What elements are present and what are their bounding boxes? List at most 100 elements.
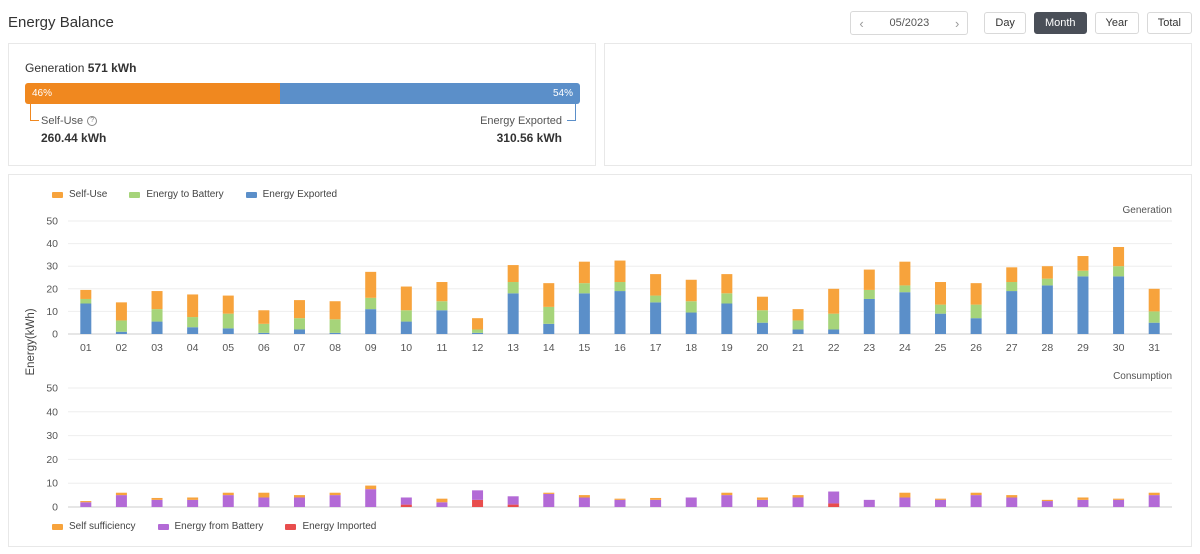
consumption-y-tick-label: 20 — [46, 454, 58, 466]
legend-item-energy-to-battery[interactable]: Energy to Battery — [129, 189, 224, 200]
consumption-legend: Self sufficiency Energy from Battery Ene… — [52, 521, 398, 532]
consumption-bar-segment — [792, 495, 804, 498]
consumption-bar-segment — [1113, 498, 1125, 500]
generation-x-tick-label: 11 — [436, 342, 447, 354]
consumption-bar-segment — [970, 492, 982, 496]
self-use-percent: 46% — [32, 88, 53, 99]
consumption-bar-segment — [828, 503, 840, 507]
generation-bar-segment — [472, 329, 484, 333]
generation-bar-segment — [258, 310, 270, 324]
consumption-bar-segment — [1006, 497, 1018, 507]
legend-item-energy-imported[interactable]: Energy Imported — [285, 521, 376, 532]
consumption-bar-segment — [472, 490, 484, 500]
generation-x-tick-label: 27 — [1006, 342, 1018, 354]
generation-bar-segment — [80, 298, 92, 304]
consumption-bar-segment — [222, 492, 234, 496]
generation-bar-segment — [578, 293, 590, 334]
generation-bar-segment — [863, 289, 875, 299]
generation-bar-segment — [151, 291, 163, 310]
consumption-bar-segment — [258, 497, 270, 507]
generation-bar-segment — [578, 283, 590, 294]
legend-item-energy-from-battery[interactable]: Energy from Battery — [157, 521, 263, 532]
consumption-y-tick-label: 40 — [46, 406, 58, 418]
help-icon[interactable]: ? — [87, 116, 98, 126]
legend-label: Self-Use — [69, 189, 108, 200]
y-axis-label: Energy(kWh) — [25, 308, 37, 375]
generation-bar-segment — [578, 261, 590, 284]
consumption-y-tick-label: 30 — [46, 430, 58, 442]
legend-item-energy-exported[interactable]: Energy Exported — [245, 189, 337, 200]
total-button[interactable]: Total — [1146, 12, 1192, 34]
generation-bar-segment — [899, 292, 911, 334]
chevron-right-icon[interactable]: › — [955, 15, 960, 31]
consumption-bar-segment — [863, 499, 875, 507]
generation-y-tick-label: 50 — [46, 216, 58, 228]
generation-bar-segment — [721, 303, 733, 334]
consumption-bar-segment — [899, 492, 911, 498]
generation-bar-segment — [222, 313, 234, 329]
generation-x-tick-label: 31 — [1148, 342, 1160, 354]
consumption-bar-segment — [507, 496, 519, 505]
generation-bar-segment — [756, 310, 768, 323]
generation-x-tick-label: 04 — [187, 342, 199, 354]
consumption-bar-segment — [1041, 499, 1053, 502]
consumption-bar-segment — [365, 489, 377, 507]
legend-item-self-use[interactable]: Self-Use — [52, 189, 107, 200]
self-use-label: Self-Use ? — [41, 115, 98, 127]
consumption-bar-segment — [436, 498, 448, 503]
generation-bar-segment — [400, 310, 412, 322]
generation-y-tick-label: 20 — [46, 283, 58, 295]
generation-x-tick-label: 13 — [507, 342, 519, 354]
generation-bar-segment — [222, 328, 234, 334]
generation-bar-segment — [436, 282, 448, 302]
generation-x-tick-label: 08 — [329, 342, 341, 354]
generation-bar-segment — [115, 302, 127, 321]
generation-bar-segment — [151, 309, 163, 322]
consumption-bar-segment — [721, 495, 733, 507]
consumption-bar-segment — [80, 502, 92, 507]
generation-bar-segment — [365, 309, 377, 334]
generation-bar-segment — [543, 283, 555, 307]
year-button[interactable]: Year — [1094, 12, 1139, 34]
generation-x-tick-label: 20 — [757, 342, 769, 354]
month-button[interactable]: Month — [1033, 12, 1087, 34]
consumption-bar-segment — [1113, 499, 1125, 507]
generation-x-tick-label: 02 — [116, 342, 128, 354]
consumption-bar-segment — [258, 492, 270, 498]
exported-label: Energy Exported — [480, 115, 562, 127]
generation-x-tick-label: 25 — [935, 342, 947, 354]
consumption-bar-segment — [1148, 495, 1160, 507]
consumption-bar-segment — [650, 499, 662, 507]
generation-x-tick-label: 29 — [1077, 342, 1089, 354]
generation-bar-segment — [1041, 266, 1053, 279]
generation-x-tick-label: 30 — [1113, 342, 1125, 354]
generation-label: Generation — [25, 61, 85, 75]
generation-bar-segment — [1077, 270, 1089, 277]
generation-summary-card: Generation 571 kWh 46% 54% Self-Use ? 26… — [8, 43, 596, 166]
chevron-left-icon[interactable]: ‹ — [859, 15, 864, 31]
month-picker[interactable]: ‹ 05/2023 › — [850, 11, 969, 35]
generation-bar-segment — [222, 295, 234, 314]
consumption-bar-segment — [935, 498, 947, 500]
page-title: Energy Balance — [8, 14, 114, 31]
consumption-y-tick-label: 50 — [46, 383, 58, 395]
generation-bar-segment — [1077, 276, 1089, 334]
consumption-bar-segment — [578, 495, 590, 498]
consumption-bar-segment — [899, 497, 911, 507]
generation-bar-segment — [1077, 256, 1089, 271]
day-button[interactable]: Day — [984, 12, 1026, 34]
generation-bar-segment — [472, 332, 484, 334]
legend-label: Self sufficiency — [69, 521, 136, 532]
consumption-bar-segment — [400, 497, 412, 505]
generation-bar-segment — [543, 323, 555, 334]
generation-bar-segment — [1148, 322, 1160, 334]
legend-swatch — [52, 191, 63, 198]
consumption-bar-segment — [970, 495, 982, 507]
legend-swatch — [245, 191, 257, 198]
legend-item-self-sufficiency[interactable]: Self sufficiency — [52, 521, 136, 532]
generation-bar-segment — [685, 279, 697, 302]
generation-x-tick-label: 22 — [828, 342, 840, 354]
generation-bar-segment — [507, 282, 519, 294]
generation-bar-segment — [80, 289, 92, 299]
